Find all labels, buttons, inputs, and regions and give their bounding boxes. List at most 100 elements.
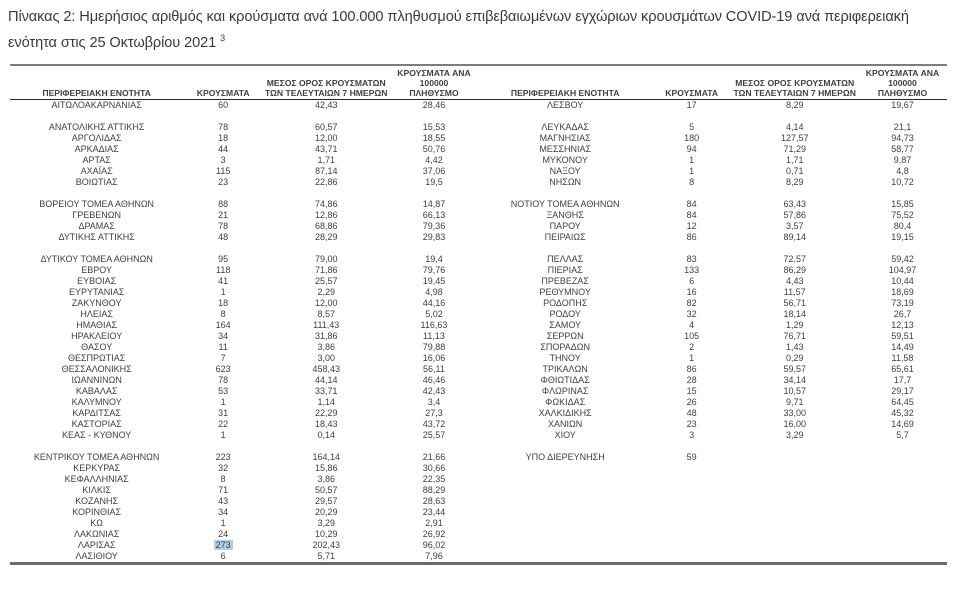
spacer-row (479, 463, 948, 474)
empty-cell (731, 507, 857, 518)
cell-cases: 78 (218, 121, 229, 132)
empty-cell (731, 111, 857, 122)
table-row: ΠΑΡΟΥ 12 3,57 80,4 (479, 221, 948, 232)
cell-region: ΕΥΡΥΤΑΝΙΑΣ (68, 286, 125, 297)
cell-cases: 23 (218, 176, 229, 187)
cell-per-100k: 9,87 (893, 154, 912, 165)
empty-cell (858, 243, 947, 254)
cell-7day-average: 3,86 (317, 473, 335, 484)
table-row: ΔΥΤΙΚΗΣ ΑΤΤΙΚΗΣ 48 28,29 29,83 (10, 232, 479, 243)
cell-region: ΑΧΑΪΑΣ (80, 165, 113, 176)
cell-per-100k: 66,13 (422, 209, 446, 220)
highlighted-value: 273 (213, 539, 233, 550)
empty-cell (263, 111, 389, 122)
cell-region: ΣΑΜΟΥ (549, 319, 582, 330)
cell-per-100k: 19,4 (425, 253, 443, 264)
cell-per-100k: 73,19 (891, 297, 914, 308)
cell-per-100k: 18,69 (891, 286, 914, 297)
cell-cases: 1 (220, 396, 226, 407)
cell-7day-average: 8,29 (785, 176, 804, 187)
cell-7day-average: 15,86 (314, 462, 338, 473)
cell-region: ΜΥΚΟΝΟΥ (542, 154, 588, 165)
empty-cell (389, 243, 478, 254)
cell-7day-average: 31,86 (314, 330, 338, 341)
cell-per-100k: 23,44 (422, 506, 446, 517)
empty-cell (183, 243, 263, 254)
cell-region: ΚΕΑΣ - ΚΥΘΝΟΥ (62, 429, 132, 440)
table-row: ΠΡΕΒΕΖΑΣ 6 4,43 10,44 (479, 276, 948, 287)
cell-per-100k: 59,42 (891, 253, 914, 264)
table-row: ΚΟΖΑΝΗΣ 43 29,57 28,63 (10, 496, 479, 507)
cell-cases: 88 (218, 198, 229, 209)
table-row: ΜΥΚΟΝΟΥ 1 1,71 9,87 (479, 155, 948, 166)
cell-per-100k: 26,92 (422, 528, 446, 539)
cell-7day-average: 1,71 (317, 154, 335, 165)
cell-per-100k: 19,5 (425, 176, 443, 187)
table-row: ΠΙΕΡΙΑΣ 133 86,29 104,97 (479, 265, 948, 276)
cell-per-100k: 15,53 (422, 121, 446, 132)
table-row: ΕΥΒΟΙΑΣ 41 25,57 19,45 (10, 276, 479, 287)
cell-per-100k: 5,7 (896, 429, 909, 440)
cell-per-100k: 79,76 (422, 264, 446, 275)
cell-region: ΛΕΣΒΟΥ (547, 99, 584, 110)
spacer-row (10, 441, 479, 452)
empty-cell (858, 496, 947, 507)
cell-cases: 21 (218, 209, 229, 220)
table-row: ΔΥΤΙΚΟΥ ΤΟΜΕΑ ΑΘΗΝΩΝ 95 79,00 19,4 (10, 254, 479, 265)
cell-per-100k: 10,44 (891, 275, 914, 286)
cell-cases: 8 (220, 308, 226, 319)
cell-cases: 623 (215, 363, 231, 374)
spacer-row (479, 474, 948, 485)
cell-cases: 273 (183, 539, 263, 551)
empty-cell (479, 474, 652, 485)
empty-cell (479, 188, 652, 199)
cell-region: ΚΑΒΑΛΑΣ (75, 385, 118, 396)
cell-region: ΤΡΙΚΑΛΩΝ (542, 363, 588, 374)
cell-cases: 164 (215, 319, 231, 330)
cell-region: ΣΕΡΡΩΝ (546, 330, 584, 341)
cell-per-100k: 16,06 (422, 352, 446, 363)
table-row: ΑΡΤΑΣ 3 1,71 4,42 (10, 155, 479, 166)
table-row: ΘΕΣΠΡΩΤΙΑΣ 7 3,00 16,06 (10, 353, 479, 364)
cell-7day-average: 33,00 (783, 407, 806, 418)
cell-7day-average: 5,71 (317, 550, 335, 561)
table-row: ΤΗΝΟΥ 1 0,29 11,58 (479, 353, 948, 364)
empty-cell (858, 540, 947, 551)
empty-cell (858, 551, 947, 562)
header-region: ΠΕΡΙΦΕΡΕΙΑΚΗ ΕΝΟΤΗΤΑ (10, 65, 184, 100)
cell-region: ΠΑΡΟΥ (549, 220, 581, 231)
table-row: ΦΛΩΡΙΝΑΣ 15 10,57 29,17 (479, 386, 948, 397)
cell-region: ΥΠΟ ΔΙΕΡΕΥΝΗΣΗ (525, 451, 605, 462)
cell-cases: 7 (220, 352, 226, 363)
cell-7day-average: 16,00 (783, 418, 806, 429)
cell-per-100k: 21,1 (893, 121, 912, 132)
cell-per-100k: 25,57 (422, 429, 446, 440)
empty-cell (652, 551, 732, 562)
cell-7day-average: 1,43 (785, 341, 804, 352)
empty-cell (652, 474, 732, 485)
empty-cell (479, 518, 652, 529)
cell-cases: 3 (689, 429, 695, 440)
page-title: Πίνακας 2: Ημερήσιος αριθμός και κρούσμα… (0, 0, 954, 54)
cell-per-100k: 56,11 (423, 363, 445, 374)
table-row: ΣΑΜΟΥ 4 1,29 12,13 (479, 320, 948, 331)
cell-cases: 8 (220, 473, 226, 484)
table-row: ΚΑΡΔΙΤΣΑΣ 31 22,29 27,3 (10, 408, 479, 419)
cell-cases: 2 (689, 341, 695, 352)
cell-per-100k: 21,66 (422, 451, 446, 462)
table-row: ΚΑΒΑΛΑΣ 53 33,71 42,43 (10, 386, 479, 397)
empty-cell (731, 188, 857, 199)
cell-per-100k: 14,87 (422, 198, 446, 209)
cell-cases: 82 (686, 297, 697, 308)
cell-cases: 118 (215, 264, 231, 275)
cell-7day-average: 25,57 (314, 275, 338, 286)
cell-per-100k: 18,55 (422, 132, 446, 143)
cell-per-100k: 30,66 (422, 462, 446, 473)
cell-7day-average (731, 452, 857, 463)
cell-7day-average: 4,14 (785, 121, 804, 132)
cell-per-100k: 43,72 (422, 418, 446, 429)
cell-7day-average: 0,14 (317, 429, 335, 440)
empty-cell (731, 540, 857, 551)
covid-regional-table: ΠΕΡΙΦΕΡΕΙΑΚΗ ΕΝΟΤΗΤΑ ΚΡΟΥΣΜΑΤΑ ΜΕΣΟΣ ΟΡΟΣ … (10, 63, 948, 565)
cell-per-100k: 64,45 (891, 396, 914, 407)
